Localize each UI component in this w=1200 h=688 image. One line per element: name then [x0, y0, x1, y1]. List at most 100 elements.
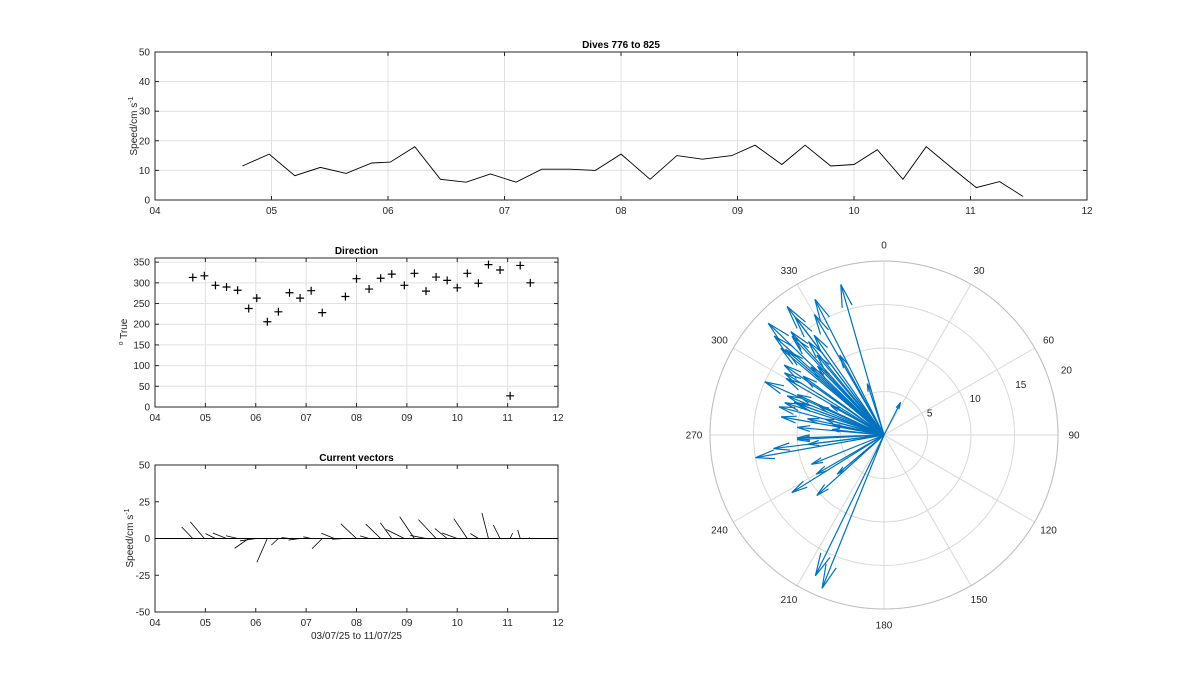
vector-stick: [399, 516, 415, 539]
direction-point: [252, 294, 261, 303]
vector-stick: [288, 538, 301, 541]
speed-xtick-label: 08: [615, 206, 627, 217]
speed-xtick-label: 06: [382, 206, 394, 217]
direction-point: [410, 269, 419, 278]
direction-point: [506, 391, 515, 400]
compass-arrow-shaft: [790, 331, 885, 436]
compass-arrow-head: [767, 322, 790, 344]
direction-point: [432, 273, 441, 282]
vector-stick: [225, 535, 238, 539]
compass-arrow-head: [840, 284, 853, 308]
direction-ytick-label: 300: [133, 278, 150, 289]
compass-ring: [753, 304, 1015, 566]
direction-xtick-label: 12: [552, 413, 564, 424]
compass-arrow-head: [816, 354, 830, 370]
vectors-xtick-label: 12: [552, 618, 564, 629]
direction-point: [307, 286, 316, 295]
direction-point: [496, 266, 505, 275]
compass-ring: [840, 391, 928, 479]
compass-arrow-head: [816, 365, 830, 379]
speed-panel: 04 05 06 07 08 09 10 11 12 0 10 20 30 40 50 Dives 776 t…: [128, 40, 1093, 217]
vector-stick: [303, 536, 312, 539]
vector-stick: [340, 523, 357, 539]
vector-stick: [181, 526, 194, 539]
direction-point: [376, 274, 385, 283]
direction-point: [285, 288, 294, 297]
compass-arrow-shaft: [840, 284, 885, 436]
compass-arrow-head: [764, 381, 785, 395]
compass-angle-label: 270: [686, 431, 703, 442]
vector-stick: [442, 532, 458, 539]
compass-arrow-head: [793, 401, 809, 411]
speed-ytick-label: 50: [139, 48, 151, 59]
direction-xtick-label: 05: [200, 413, 212, 424]
vector-stick: [386, 529, 405, 539]
speed-ylabel-sup: -1: [128, 96, 135, 102]
direction-xtick-label: 10: [452, 413, 464, 424]
direction-point: [318, 308, 327, 317]
speed-ytick-label: 0: [144, 196, 150, 207]
compass-arrow-head: [778, 406, 796, 415]
compass-angle-label: 300: [711, 336, 728, 347]
speed-xtick-label: 05: [266, 206, 278, 217]
compass-arrow-head: [786, 395, 803, 406]
direction-xtick-label: 06: [250, 413, 262, 424]
speed-xtick-label: 09: [732, 206, 744, 217]
compass-arrow-head: [773, 442, 791, 451]
speed-ytick-label: 40: [139, 77, 151, 88]
compass-angle-label: 210: [781, 595, 798, 606]
vectors-xtick-label: 11: [502, 618, 513, 629]
compass-outer-ring: [709, 260, 1059, 610]
direction-point: [211, 281, 220, 290]
compass-arrow-head: [807, 439, 820, 447]
compass-arrow-shaft: [786, 395, 885, 436]
compass-arrow-shaft: [816, 434, 885, 496]
compass-arrow-head: [807, 418, 820, 425]
vectors-ylabel-text: Speed/cm s: [125, 515, 136, 568]
vectors-ylabel: Speed/cm s-1: [124, 508, 136, 567]
compass-angle-label: 150: [971, 595, 988, 606]
compass-arrow-shaft: [866, 383, 885, 436]
vector-stick: [418, 519, 437, 539]
vectors-xtick-label: 06: [250, 618, 262, 629]
compass-arrow-shaft: [814, 434, 885, 577]
direction-xtick-label: 04: [149, 413, 161, 424]
compass-arrow-head: [811, 457, 824, 465]
direction-ytick-label: 50: [139, 382, 151, 393]
vectors-ytick-label: 0: [144, 534, 150, 545]
direction-xtick-label: 08: [351, 413, 363, 424]
vectors-xtick-label: 10: [452, 618, 464, 629]
compass-arrow-head: [791, 480, 808, 494]
vector-stick: [239, 538, 257, 542]
direction-ylabel-text: True: [119, 318, 130, 341]
vectors-xtick-label: 05: [200, 618, 212, 629]
vectors-xtick-label: 07: [301, 618, 313, 629]
speed-xtick-label: 10: [848, 206, 860, 217]
direction-point: [365, 285, 374, 294]
compass-arrow-head: [813, 334, 829, 353]
speed-ytick-label: 10: [139, 166, 151, 177]
speed-ytick-label: 30: [139, 107, 151, 118]
compass-arrow-shaft: [883, 402, 902, 436]
direction-ylabel-degree: o: [118, 341, 125, 345]
direction-ytick-label: 100: [133, 361, 150, 372]
direction-point: [296, 294, 305, 303]
direction-point: [443, 276, 452, 285]
compass-arrow-shaft: [755, 434, 885, 459]
compass-arrow-shaft: [811, 434, 885, 465]
compass-arrow-shaft: [797, 394, 885, 436]
vectors-title: Current vectors: [319, 453, 394, 464]
direction-point: [188, 273, 197, 282]
compass-panel: 0 30 60 90 120 150 180 210 240 270 300 330 5 10 15 20: [686, 241, 1080, 632]
vector-stick: [379, 522, 393, 539]
vector-stick: [311, 538, 323, 550]
compass-arrow-head: [807, 341, 823, 359]
compass-arrow-head: [783, 364, 802, 380]
compass-arrow-shaft: [767, 322, 885, 436]
speed-ylabel-text: Speed/cm s: [129, 103, 140, 156]
compass-radius-label: 20: [1061, 366, 1073, 377]
direction-xtick-label: 07: [301, 413, 313, 424]
compass-arrow-shaft: [813, 334, 885, 436]
direction-point: [400, 281, 409, 290]
vector-stick: [470, 533, 479, 539]
